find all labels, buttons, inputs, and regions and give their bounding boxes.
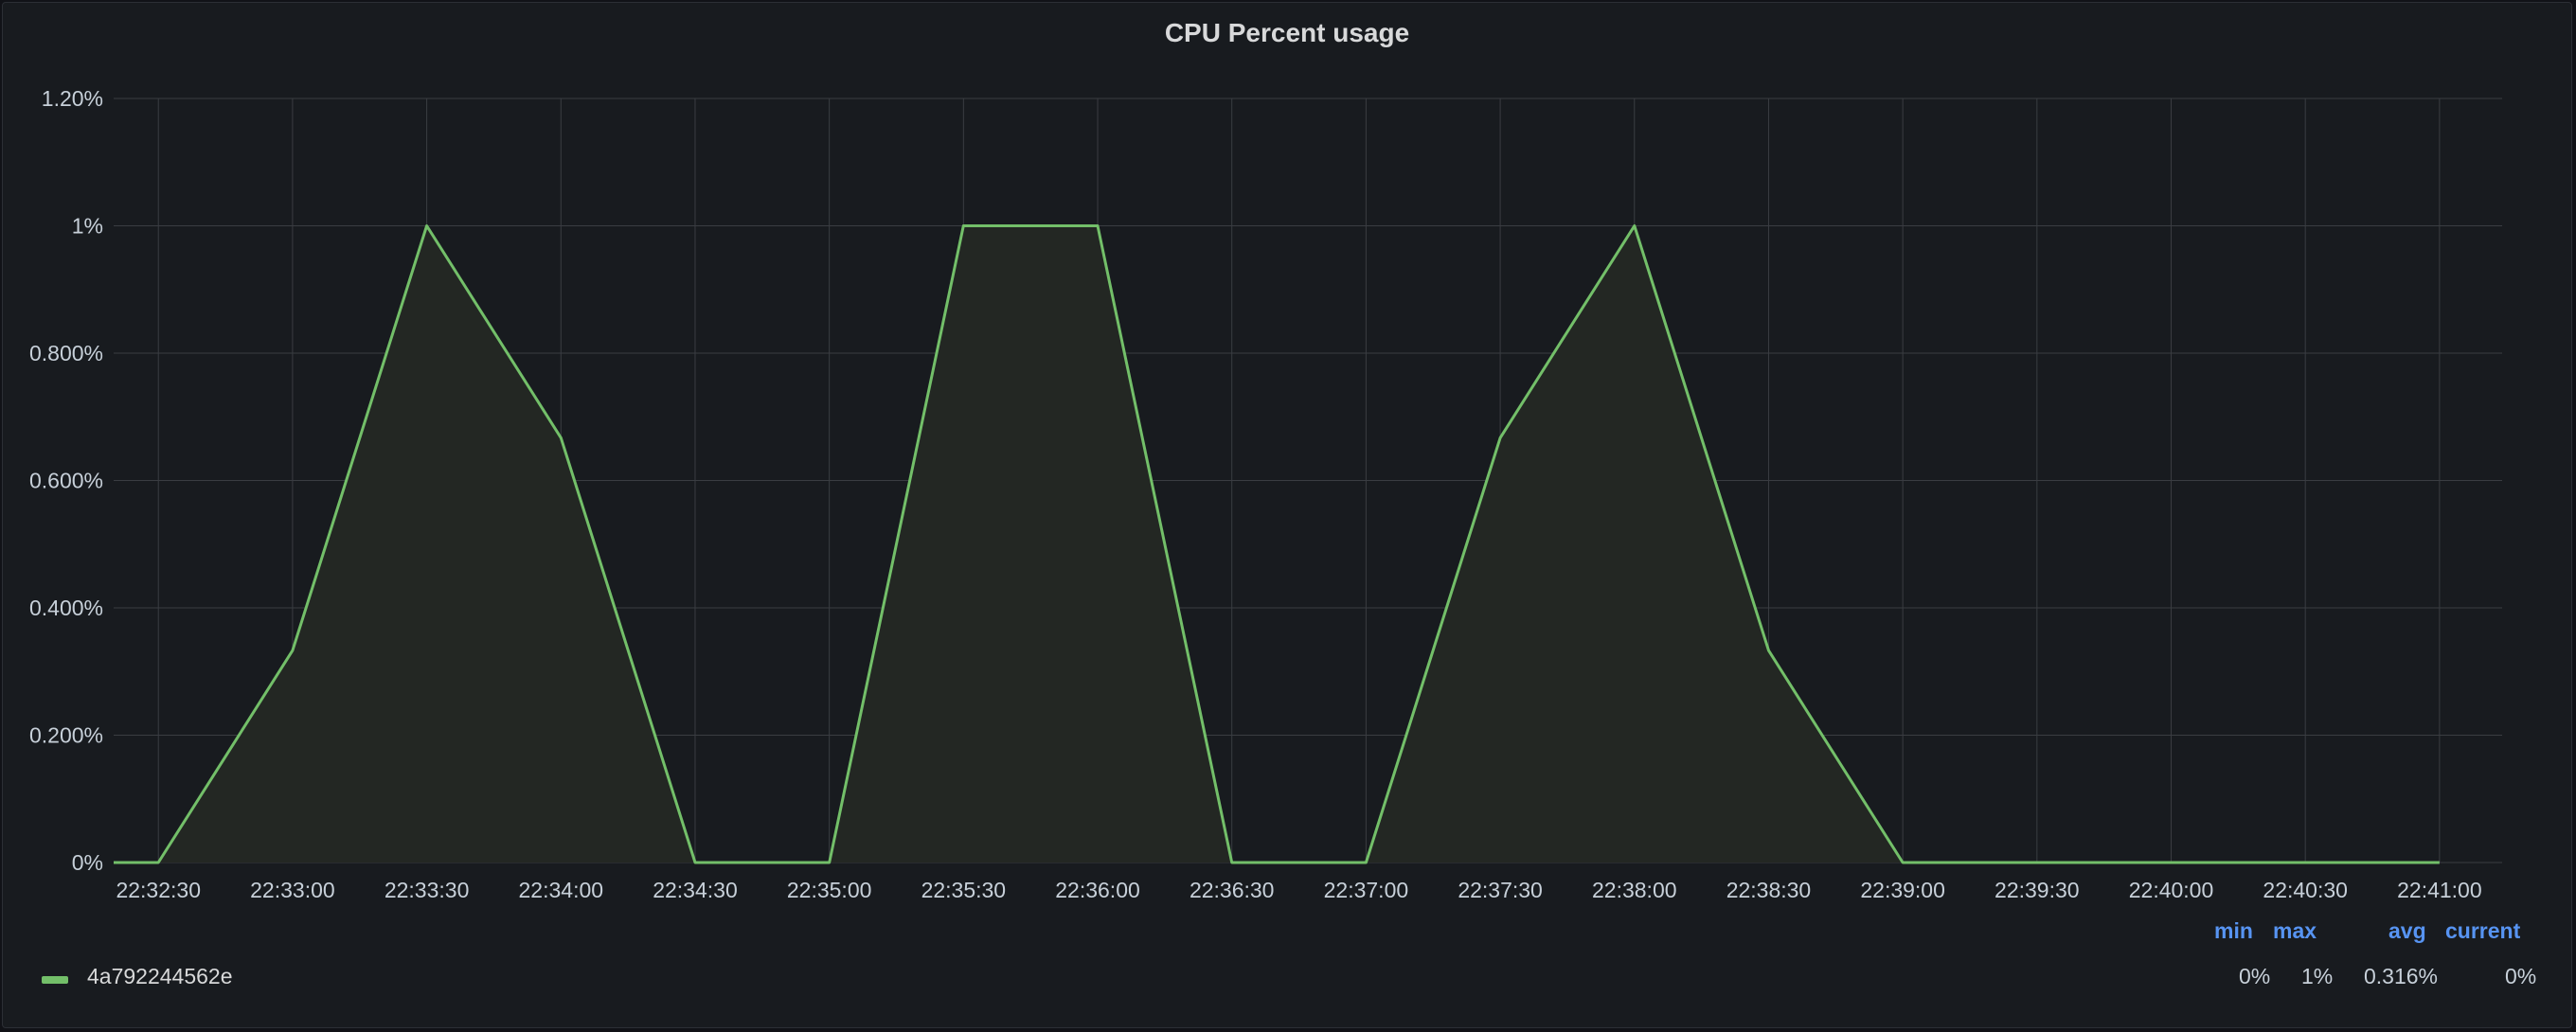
- y-tick-label: 0.200%: [29, 723, 103, 748]
- x-tick-label: 22:34:30: [653, 878, 738, 902]
- x-tick-label: 22:35:30: [921, 878, 1007, 902]
- y-tick-label: 0.600%: [29, 469, 103, 493]
- x-tick-label: 22:39:30: [1995, 878, 2080, 902]
- x-tick-label: 22:33:00: [250, 878, 335, 902]
- legend-value-avg: 0.316%: [2364, 964, 2439, 988]
- x-tick-label: 22:33:30: [385, 878, 470, 902]
- y-tick-label: 1.20%: [42, 86, 103, 111]
- legend-header-max[interactable]: max: [2273, 918, 2317, 943]
- legend-series-name[interactable]: 4a792244562e: [87, 964, 233, 988]
- x-tick-label: 22:41:00: [2397, 878, 2482, 902]
- legend-value-current: 0%: [2505, 964, 2537, 988]
- x-tick-label: 22:32:30: [116, 878, 201, 902]
- series-line-layer[interactable]: [113, 224, 2440, 864]
- x-tick-label: 22:38:00: [1592, 878, 1677, 902]
- x-tick-label: 22:37:30: [1458, 878, 1543, 902]
- legend-value-max: 1%: [2301, 964, 2334, 988]
- x-tick-label: 22:35:00: [787, 878, 872, 902]
- x-tick-label: 22:36:00: [1055, 878, 1140, 902]
- x-tick-label: 22:40:00: [2129, 878, 2214, 902]
- legend-value-min: 0%: [2239, 964, 2271, 988]
- series-area-layer: [114, 225, 2440, 863]
- x-axis-ticks: 22:32:30 22:33:00 22:33:30 22:34:00 22:34:30…: [116, 878, 2481, 902]
- y-tick-label: 0.800%: [29, 341, 103, 365]
- legend-header-current[interactable]: current: [2445, 918, 2521, 943]
- panel-title[interactable]: CPU Percent usage: [1164, 18, 1410, 47]
- x-tick-label: 22:40:30: [2263, 878, 2348, 902]
- series-area: [114, 225, 2440, 863]
- x-tick-label: 22:36:30: [1190, 878, 1275, 902]
- x-tick-label: 22:39:00: [1860, 878, 1945, 902]
- x-tick-label: 22:37:00: [1324, 878, 1409, 902]
- y-tick-label: 0%: [72, 850, 103, 875]
- x-tick-label: 22:38:30: [1726, 878, 1812, 902]
- y-axis-ticks: 0% 0.200% 0.400% 0.600% 0.800% 1% 1.20%: [29, 86, 103, 875]
- x-tick-label: 22:34:00: [519, 878, 604, 902]
- legend-header-min[interactable]: min: [2214, 918, 2253, 943]
- y-tick-label: 1%: [72, 214, 103, 239]
- grid-layer: [114, 98, 2502, 863]
- legend-series-swatch[interactable]: [42, 976, 68, 984]
- y-tick-label: 0.400%: [29, 596, 103, 620]
- legend-header-avg[interactable]: avg: [2388, 918, 2426, 943]
